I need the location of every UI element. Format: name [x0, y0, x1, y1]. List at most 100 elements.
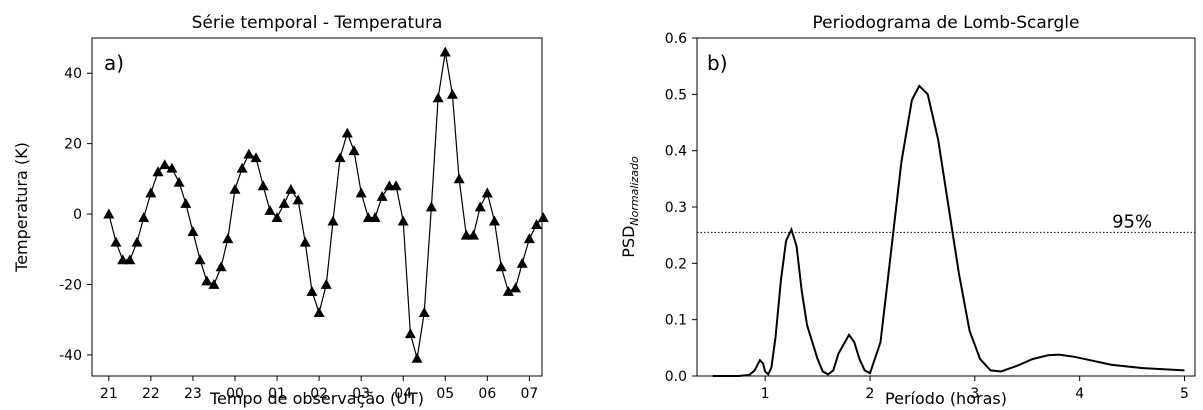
data-point-marker	[138, 212, 150, 222]
data-point-marker	[299, 236, 311, 247]
data-point-marker	[418, 307, 430, 318]
data-point-marker	[334, 152, 346, 163]
panel-a: Série temporal - Temperatura a) Tempo de…	[12, 13, 549, 408]
data-point-marker	[460, 229, 472, 240]
y-tick-label-a: -20	[59, 277, 82, 293]
y-axis-label-b-main: PSD	[619, 226, 638, 258]
data-point-marker	[201, 275, 213, 286]
panel-b: Periodograma de Lomb-Scargle b) Período …	[619, 13, 1196, 408]
data-point-marker	[531, 219, 543, 230]
series-markers-a	[103, 46, 549, 363]
x-tick-label-a: 02	[310, 386, 328, 402]
x-tick-label-b: 1	[761, 386, 770, 402]
data-point-marker	[292, 194, 304, 205]
data-point-marker	[271, 212, 283, 222]
data-point-marker	[173, 176, 185, 187]
data-point-marker	[446, 88, 458, 99]
data-point-marker	[103, 208, 115, 219]
x-tick-label-a: 06	[478, 386, 496, 402]
data-point-marker	[502, 286, 514, 296]
data-point-marker	[117, 254, 129, 265]
data-point-marker	[327, 215, 339, 226]
x-tick-label-b: 5	[1180, 386, 1189, 402]
x-tick-label-a: 21	[100, 386, 118, 402]
data-point-marker	[159, 159, 171, 170]
data-point-marker	[488, 215, 500, 226]
data-point-marker	[510, 282, 522, 293]
data-point-marker	[166, 162, 178, 173]
data-point-marker	[208, 278, 220, 289]
data-point-marker	[145, 187, 157, 198]
plot-frame-a	[91, 37, 543, 377]
x-axis-label-b: Período (horas)	[885, 389, 1007, 408]
ticks-a: 21 22 23 00 01 02 03 04 05 06 07 40 20 0 -20 -40	[59, 66, 538, 402]
y-axis-label-a: Temperatura (K)	[12, 142, 31, 273]
y-tick-label-b: 0.3	[665, 200, 687, 216]
data-point-marker	[124, 254, 136, 265]
data-point-marker	[187, 226, 199, 237]
data-point-marker	[306, 286, 318, 296]
data-point-marker	[313, 307, 325, 318]
data-point-marker	[355, 187, 367, 198]
data-point-marker	[320, 278, 332, 289]
data-point-marker	[110, 236, 122, 247]
data-point-marker	[390, 180, 402, 191]
data-point-marker	[495, 261, 507, 272]
data-point-marker	[523, 233, 535, 244]
data-point-marker	[397, 215, 409, 226]
y-tick-label-a: 20	[64, 137, 82, 153]
y-tick-label-a: 0	[73, 207, 82, 223]
x-tick-label-b: 2	[866, 386, 875, 402]
data-point-marker	[369, 212, 381, 222]
panel-letter-a: a)	[104, 51, 124, 75]
data-point-marker	[180, 197, 192, 208]
data-point-marker	[229, 183, 241, 194]
x-tick-label-a: 22	[142, 386, 160, 402]
x-tick-label-a: 04	[394, 386, 412, 402]
threshold-label: 95%	[1112, 211, 1152, 232]
data-point-marker	[152, 166, 164, 177]
data-point-marker	[516, 257, 528, 268]
panel-letter-b: b)	[707, 51, 728, 75]
ticks-b: 1 2 3 4 5 0.0 0.1 0.2 0.3 0.4 0.5 0.6	[665, 31, 1189, 402]
data-point-marker	[285, 183, 297, 194]
data-point-marker	[439, 46, 451, 57]
plot-frame-b	[696, 37, 1196, 377]
x-tick-label-a: 07	[520, 386, 538, 402]
data-point-marker	[257, 180, 269, 191]
y-axis-label-b: PSDNormalizado	[619, 156, 641, 258]
x-tick-label-a: 01	[268, 386, 286, 402]
data-point-marker	[222, 233, 234, 244]
data-point-marker	[194, 254, 206, 265]
y-tick-label-b: 0.4	[665, 144, 687, 160]
data-point-marker	[348, 145, 360, 156]
x-tick-label-a: 23	[184, 386, 202, 402]
y-tick-label-b: 0.1	[665, 313, 687, 329]
y-tick-label-b: 0.6	[665, 31, 687, 47]
x-tick-label-a: 03	[352, 386, 370, 402]
y-axis-label-b-sub: Normalizado	[628, 156, 641, 226]
data-point-marker	[432, 92, 444, 103]
data-point-marker	[243, 148, 255, 159]
y-tick-label-b: 0.0	[665, 369, 687, 385]
y-tick-label-b: 0.5	[665, 87, 687, 103]
data-point-marker	[341, 127, 353, 138]
data-point-marker	[131, 236, 143, 247]
chart-title-b: Periodograma de Lomb-Scargle	[813, 13, 1080, 33]
data-point-marker	[215, 261, 227, 272]
data-point-marker	[264, 205, 276, 215]
chart-title-a: Série temporal - Temperatura	[192, 13, 443, 33]
data-point-marker	[453, 173, 465, 184]
data-point-marker	[411, 352, 423, 363]
data-point-marker	[467, 229, 479, 240]
y-tick-label-a: -40	[59, 348, 82, 364]
data-point-marker	[425, 201, 437, 212]
data-point-marker	[404, 328, 416, 339]
x-tick-label-a: 05	[436, 386, 454, 402]
x-tick-label-a: 00	[226, 386, 244, 402]
x-axis-label-a: Tempo de observação (UT)	[209, 389, 424, 408]
data-point-marker	[236, 162, 248, 173]
data-point-marker	[250, 152, 262, 163]
data-point-marker	[278, 197, 290, 208]
